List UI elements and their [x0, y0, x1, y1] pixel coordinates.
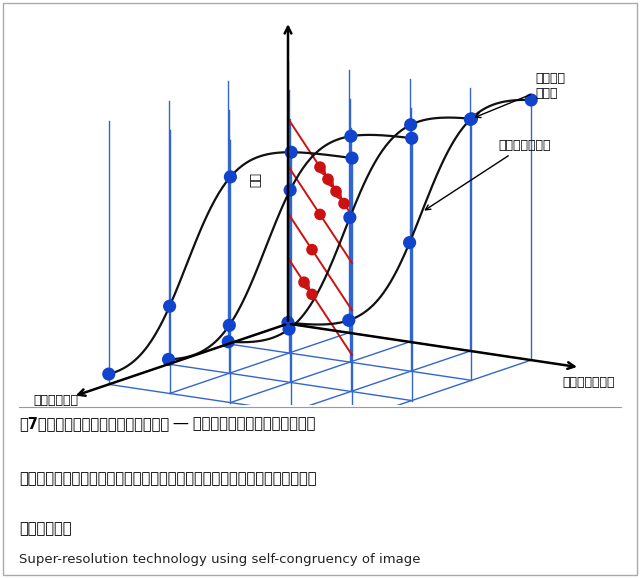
Text: 画面のライン: 画面のライン [33, 394, 78, 407]
Point [346, 132, 356, 141]
Text: Super-resolution technology using self-congruency of image: Super-resolution technology using self-c… [19, 553, 420, 566]
Point [104, 369, 114, 379]
Point [224, 321, 234, 330]
Text: 図7．自己合同性を用いた超解像技術: 図7．自己合同性を用いた超解像技術 [19, 416, 170, 431]
Point [331, 187, 341, 196]
Point [323, 175, 333, 184]
Point [467, 114, 477, 123]
Point [164, 302, 175, 311]
Text: 入力画像
の画素: 入力画像 の画素 [476, 72, 566, 117]
Point [315, 210, 325, 219]
Point [286, 147, 296, 157]
Point [406, 134, 417, 143]
Point [225, 172, 236, 181]
Text: ― 画像の中で自己合同な部分の画: ― 画像の中で自己合同な部分の画 [170, 416, 316, 431]
Point [404, 238, 415, 247]
Point [299, 277, 309, 287]
Point [307, 245, 317, 254]
Text: 素を，近くにある別の点の新たな標本点として用いることで本来の輝度変化: 素を，近くにある別の点の新たな標本点として用いることで本来の輝度変化 [19, 470, 317, 486]
Point [223, 337, 234, 346]
Point [283, 318, 293, 327]
Text: 図7．自己合同性を用いた超解像技術: 図7．自己合同性を用いた超解像技術 [0, 577, 1, 578]
Point [339, 199, 349, 208]
Point [347, 154, 357, 163]
Point [285, 186, 295, 195]
Text: 画面の水平位置: 画面の水平位置 [562, 376, 614, 389]
Text: を再現する。: を再現する。 [19, 521, 72, 536]
Point [406, 120, 416, 129]
Point [526, 95, 536, 105]
Text: 本来の輝度変化: 本来の輝度変化 [426, 139, 551, 210]
Point [163, 355, 173, 364]
Point [465, 114, 476, 124]
Point [344, 316, 354, 325]
Point [307, 290, 317, 299]
Point [284, 324, 294, 334]
Point [315, 162, 325, 172]
Point [345, 213, 355, 222]
Text: 輝度: 輝度 [250, 172, 262, 187]
